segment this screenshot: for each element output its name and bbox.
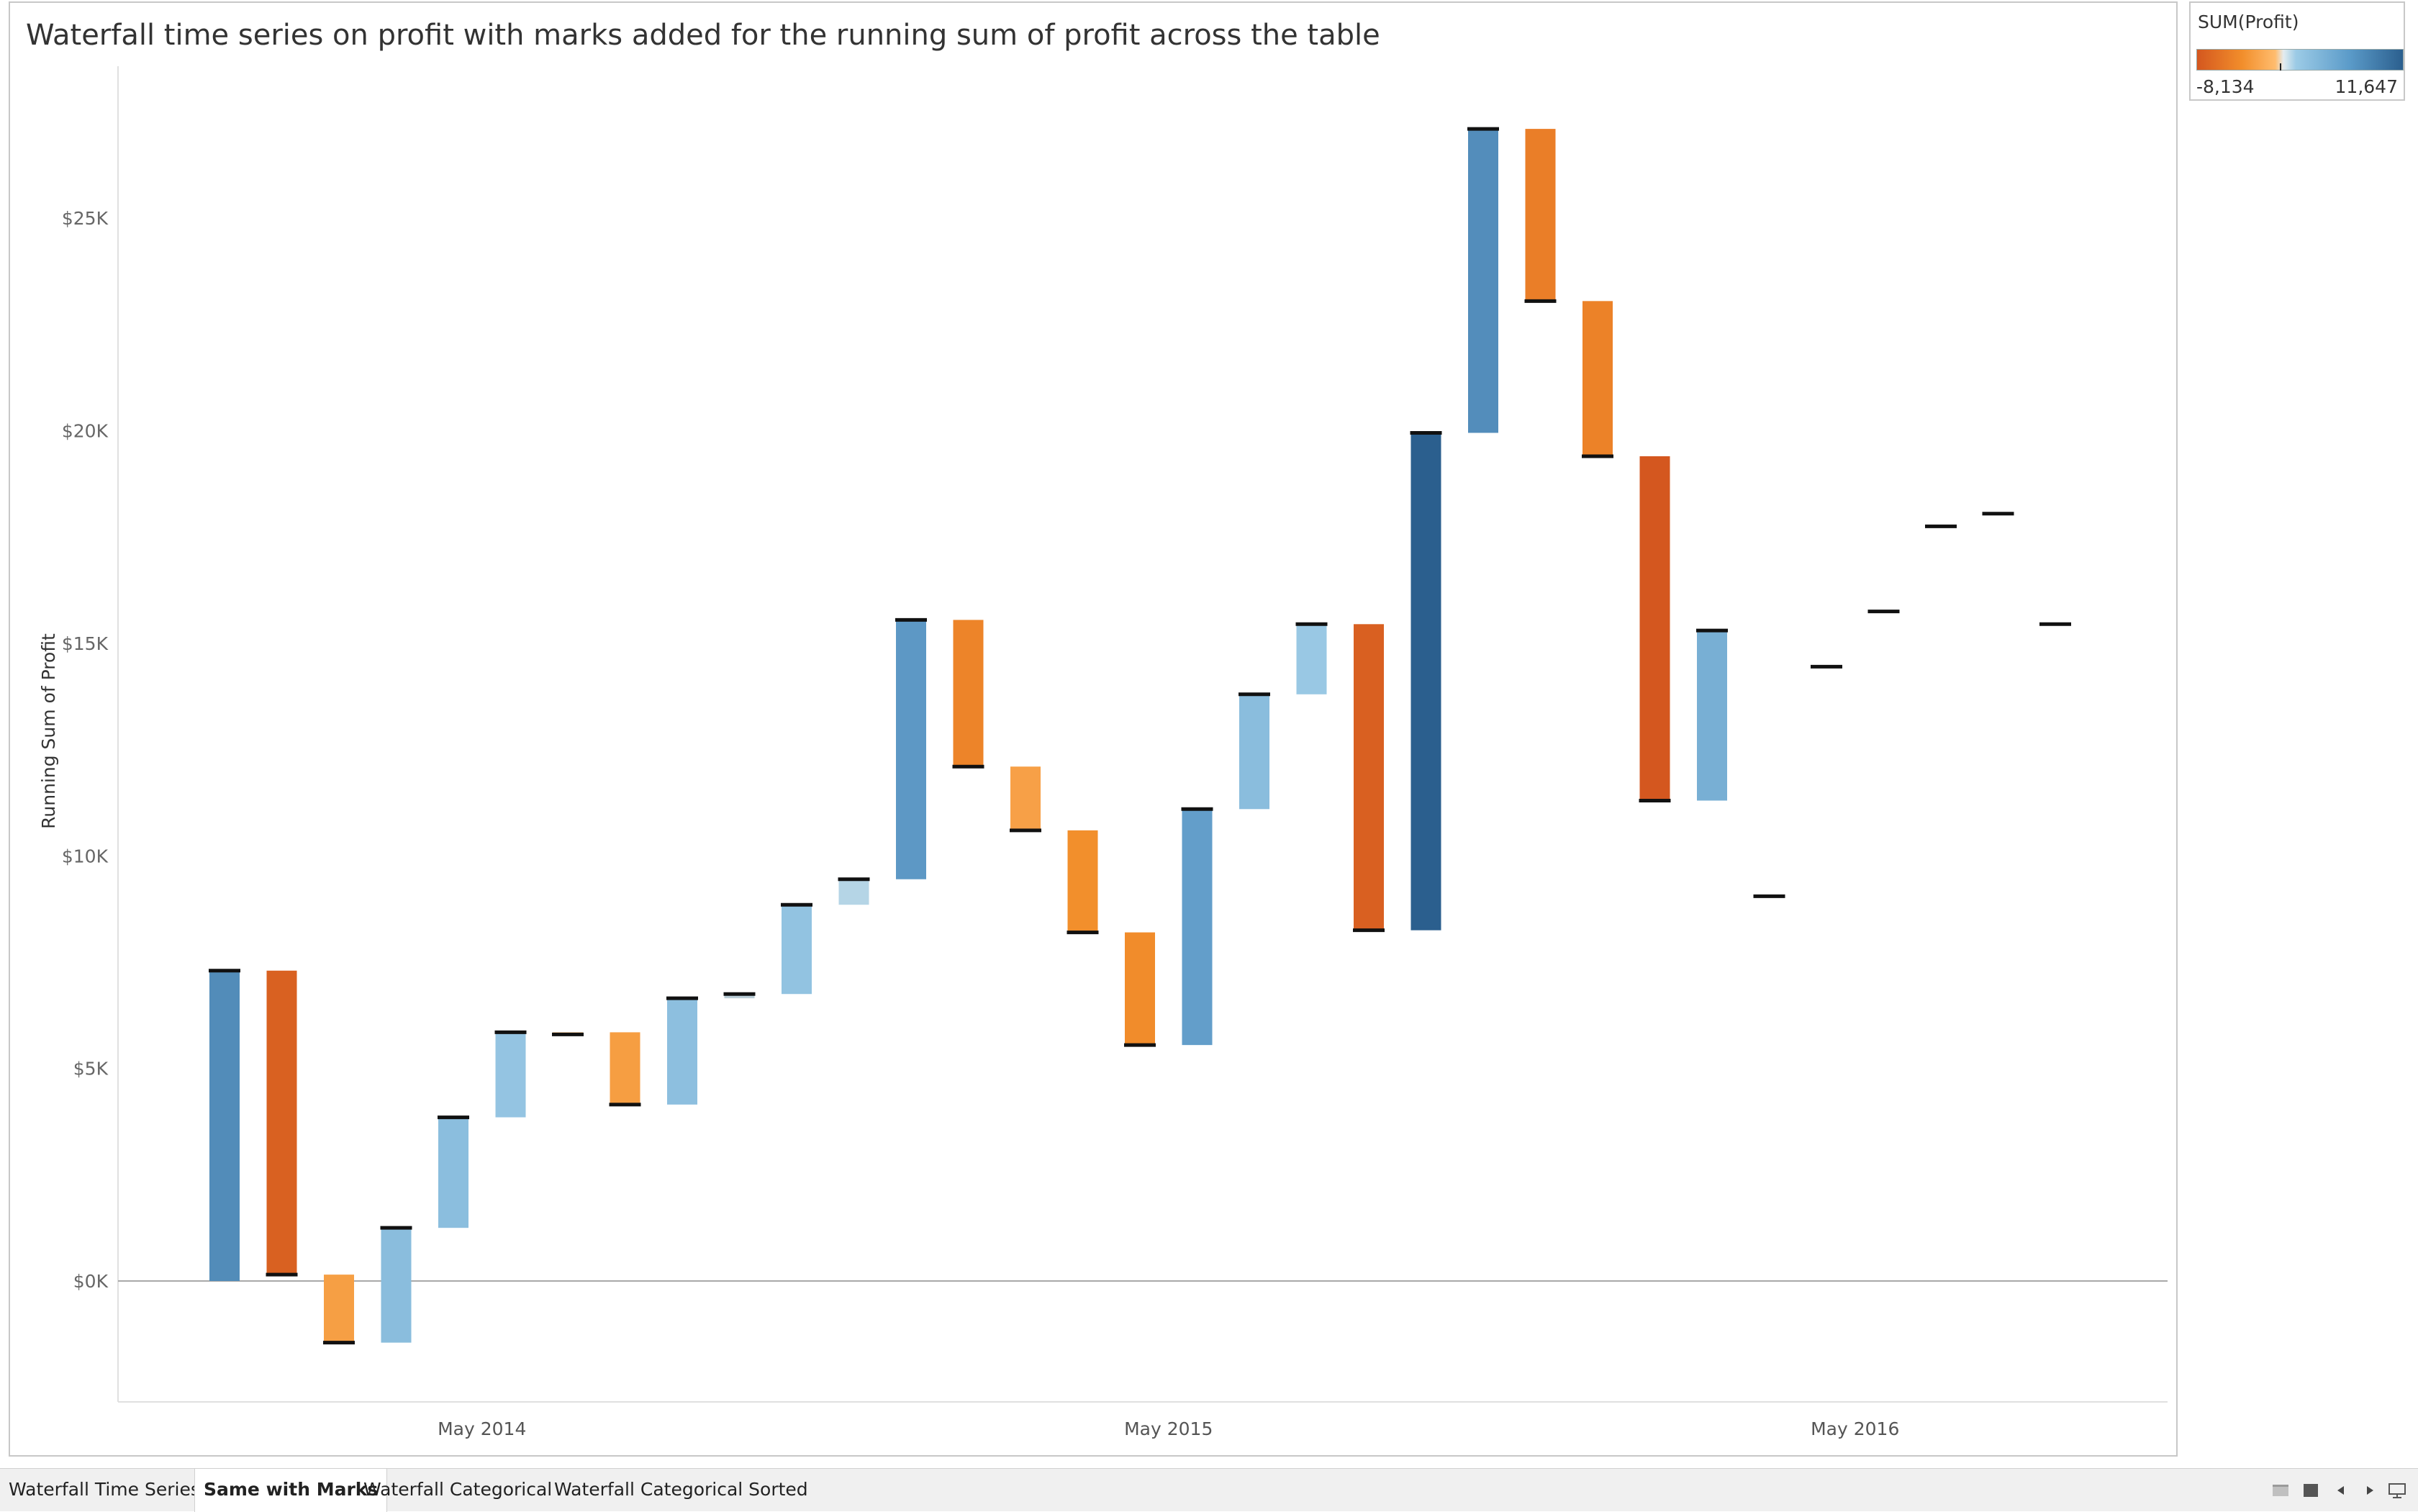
waterfall-chart[interactable]: Running Sum of Profit $0K $5K $10K $15K $20K $… bbox=[10, 3, 2176, 1455]
y-axis-title: Running Sum of Profit bbox=[38, 633, 59, 829]
dashboard-panel: Waterfall time series on profit with mar… bbox=[9, 1, 2178, 1457]
waterfall-bar bbox=[1296, 624, 1327, 694]
x-tick-label: May 2014 bbox=[438, 1418, 526, 1439]
waterfall-bar bbox=[495, 1032, 526, 1118]
waterfall-bar bbox=[1468, 129, 1498, 433]
waterfall-bar bbox=[782, 905, 812, 995]
waterfall-bar bbox=[1239, 694, 1269, 810]
waterfall-bar bbox=[953, 620, 984, 767]
waterfall-bar bbox=[381, 1228, 412, 1343]
y-tick-label: $0K bbox=[73, 1271, 109, 1292]
waterfall-bar bbox=[266, 970, 297, 1275]
waterfall-bar bbox=[1410, 433, 1441, 931]
waterfall-bar bbox=[1010, 766, 1041, 830]
x-tick-label: May 2016 bbox=[1811, 1418, 1899, 1439]
tab-waterfall-time-series[interactable]: Waterfall Time Series bbox=[9, 1479, 200, 1500]
waterfall-bar bbox=[1354, 624, 1384, 931]
color-legend[interactable]: SUM(Profit) -8,134 11,647 bbox=[2189, 1, 2405, 101]
waterfall-bar bbox=[1182, 809, 1213, 1046]
waterfall-bar bbox=[838, 879, 869, 905]
legend-max-label: 11,647 bbox=[2335, 76, 2398, 97]
tab-waterfall-categorical[interactable]: Waterfall Categorical bbox=[363, 1479, 553, 1500]
y-tick-label: $25K bbox=[62, 208, 109, 229]
y-tick-label: $20K bbox=[62, 421, 109, 442]
y-tick-label: $5K bbox=[73, 1059, 109, 1079]
waterfall-bar bbox=[1582, 301, 1613, 456]
tab-waterfall-categorical-sorted[interactable]: Waterfall Categorical Sorted bbox=[554, 1479, 808, 1500]
chart-title: Waterfall time series on profit with mar… bbox=[26, 19, 1380, 52]
next-icon[interactable] bbox=[2360, 1482, 2379, 1499]
legend-min-label: -8,134 bbox=[2196, 76, 2255, 97]
legend-title: SUM(Profit) bbox=[2198, 12, 2299, 32]
waterfall-bar bbox=[324, 1275, 354, 1343]
previous-icon[interactable] bbox=[2332, 1482, 2350, 1499]
waterfall-bar bbox=[1639, 456, 1670, 801]
waterfall-bar bbox=[1125, 932, 1155, 1046]
waterfall-bar bbox=[724, 994, 755, 999]
waterfall-bar bbox=[1525, 129, 1556, 302]
waterfall-bar bbox=[610, 1032, 640, 1105]
single-view-icon[interactable] bbox=[2301, 1482, 2320, 1499]
present-icon[interactable] bbox=[2388, 1482, 2406, 1499]
x-tick-label: May 2015 bbox=[1124, 1418, 1213, 1439]
legend-color-ramp bbox=[2196, 49, 2404, 71]
waterfall-bar bbox=[1067, 830, 1098, 933]
sheet-tab-bar: Waterfall Time Series Same with Marks Wa… bbox=[0, 1468, 2418, 1512]
tab-same-with-marks[interactable]: Same with Marks bbox=[194, 1469, 388, 1512]
legend-zero-marker bbox=[2280, 63, 2281, 71]
grid-view-icon[interactable] bbox=[2271, 1482, 2290, 1499]
waterfall-bar bbox=[667, 998, 697, 1105]
waterfall-bar bbox=[438, 1117, 468, 1228]
waterfall-bar bbox=[1697, 630, 1727, 801]
y-tick-label: $15K bbox=[62, 633, 109, 654]
y-tick-label: $10K bbox=[62, 846, 109, 866]
waterfall-bar bbox=[896, 620, 926, 879]
waterfall-bar bbox=[209, 970, 240, 1281]
